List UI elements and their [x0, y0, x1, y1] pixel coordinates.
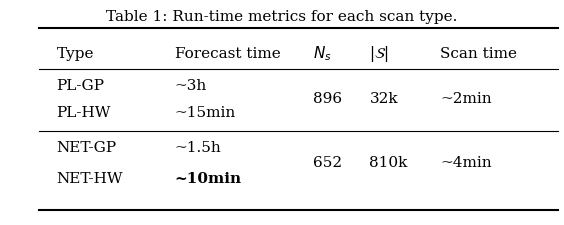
Text: ~3h: ~3h — [175, 79, 207, 92]
Text: 810k: 810k — [369, 156, 408, 169]
Text: 32k: 32k — [369, 92, 398, 106]
Text: NET-GP: NET-GP — [56, 140, 117, 154]
Text: 652: 652 — [313, 156, 342, 169]
Text: ~4min: ~4min — [440, 156, 492, 169]
Text: ~2min: ~2min — [440, 92, 492, 106]
Text: Table 1: Run-time metrics for each scan type.: Table 1: Run-time metrics for each scan … — [106, 10, 458, 24]
Text: $N_s$: $N_s$ — [313, 44, 332, 63]
Text: PL-HW: PL-HW — [56, 106, 111, 119]
Text: ~10min: ~10min — [175, 171, 242, 185]
Text: ~15min: ~15min — [175, 106, 236, 119]
Text: Type: Type — [56, 47, 94, 61]
Text: $|\mathcal{S}|$: $|\mathcal{S}|$ — [369, 44, 389, 63]
Text: Forecast time: Forecast time — [175, 47, 281, 61]
Text: Scan time: Scan time — [440, 47, 517, 61]
Text: 896: 896 — [313, 92, 342, 106]
Text: ~1.5h: ~1.5h — [175, 140, 222, 154]
Text: PL-GP: PL-GP — [56, 79, 104, 92]
Text: NET-HW: NET-HW — [56, 171, 123, 185]
